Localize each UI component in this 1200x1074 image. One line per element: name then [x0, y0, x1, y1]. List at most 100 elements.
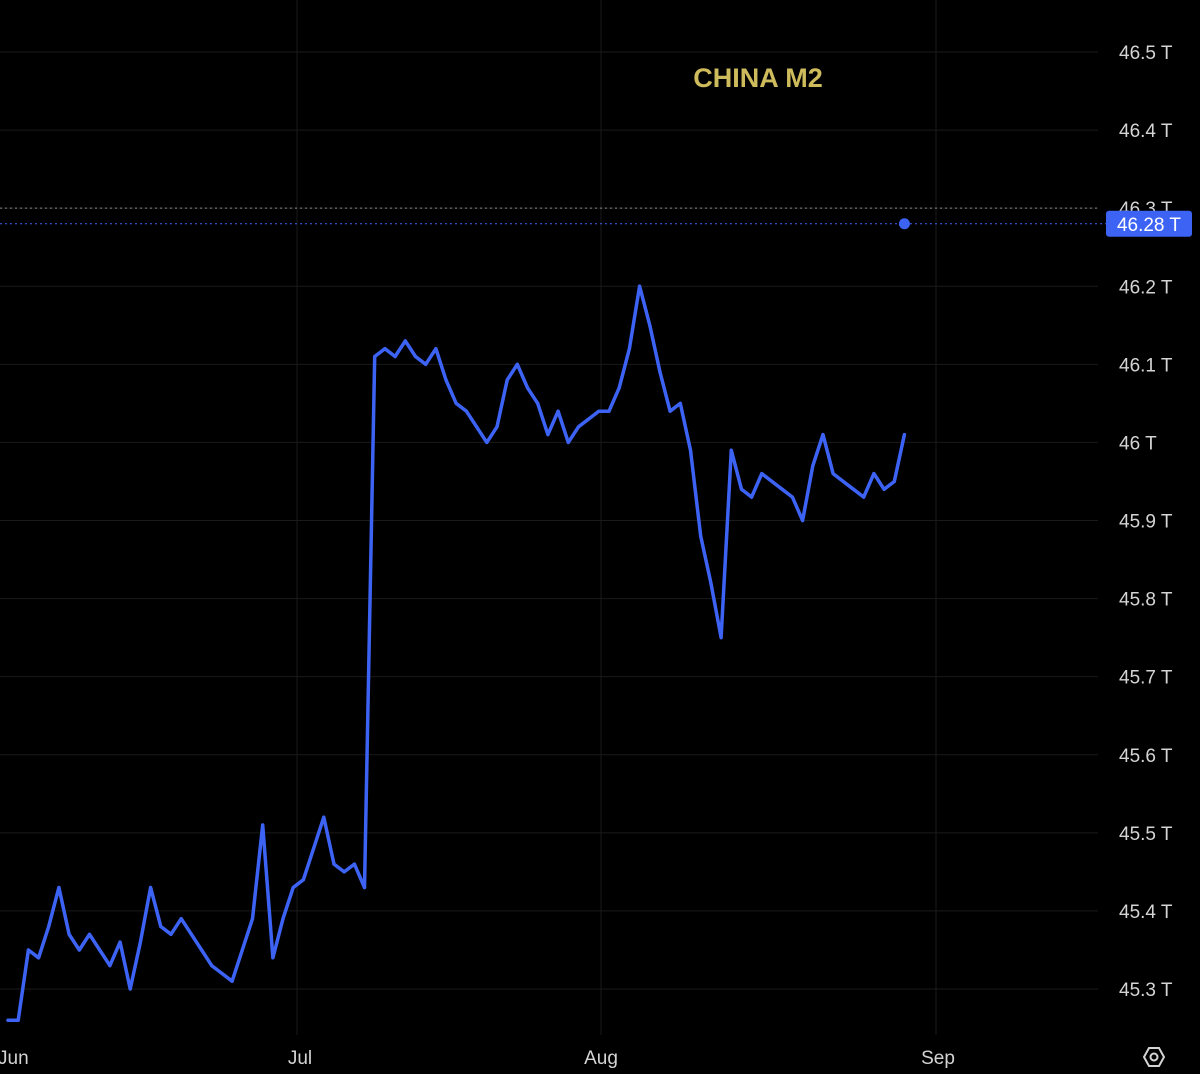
data-point — [750, 495, 754, 499]
data-point — [902, 433, 907, 437]
data-point — [760, 472, 764, 476]
data-point — [332, 862, 336, 866]
data-point — [149, 885, 153, 890]
data-point — [688, 448, 693, 452]
data-point — [179, 917, 183, 921]
y-tick-label: 45.9 T — [1119, 512, 1173, 533]
y-tick-label: 46.5 T — [1119, 43, 1173, 64]
settings-button[interactable] — [1142, 1047, 1166, 1067]
data-point — [220, 971, 224, 975]
data-point — [729, 448, 733, 452]
data-point — [77, 948, 81, 952]
data-point — [67, 932, 71, 936]
data-point — [485, 440, 489, 445]
data-point — [230, 979, 234, 983]
data-point — [882, 487, 886, 491]
data-point — [536, 401, 540, 405]
data-point — [505, 378, 509, 382]
data-point — [851, 487, 856, 491]
data-point — [281, 917, 285, 921]
y-tick-label: 45.4 T — [1119, 902, 1173, 923]
x-tick-label: Sep — [921, 1048, 955, 1069]
y-axis-ticks: 45.3 T 45.4 T 45.5 T 45.6 T 45.7 T 45.8 T 45.9… — [1119, 43, 1173, 1001]
data-point — [872, 472, 876, 476]
series-layer — [6, 218, 910, 1022]
data-point — [780, 487, 784, 491]
data-point — [739, 487, 744, 491]
data-point — [57, 885, 61, 890]
data-point — [841, 479, 845, 484]
data-point — [159, 924, 163, 929]
grid — [0, 0, 1098, 1035]
last-value-marker — [898, 218, 910, 230]
gear-hexagon-icon — [1142, 1047, 1166, 1067]
data-point — [525, 386, 530, 390]
data-point — [515, 362, 519, 366]
data-point — [98, 948, 102, 952]
data-point — [36, 956, 41, 960]
data-point — [271, 956, 275, 960]
last-value-badge: 46.28 T — [1106, 210, 1192, 237]
data-point — [322, 815, 326, 819]
data-point — [373, 354, 377, 359]
x-axis-ticks: Jun Jul Aug Sep — [0, 1048, 955, 1069]
y-tick-label: 45.8 T — [1119, 590, 1173, 611]
data-point — [678, 401, 682, 405]
data-point — [352, 862, 356, 866]
data-point — [566, 440, 570, 445]
data-point — [576, 425, 581, 429]
y-tick-label: 46.4 T — [1119, 121, 1173, 142]
data-point — [6, 1018, 10, 1022]
y-tick-label: 46.2 T — [1119, 277, 1173, 298]
x-tick-label: Jul — [288, 1048, 312, 1069]
data-point — [464, 409, 469, 413]
data-point — [250, 917, 255, 921]
data-point — [128, 987, 132, 991]
series-line — [6, 284, 907, 1022]
data-point — [169, 932, 173, 936]
data-point — [821, 433, 825, 437]
data-point — [546, 433, 550, 437]
y-tick-label: 45.6 T — [1119, 746, 1173, 767]
data-point — [617, 386, 621, 390]
data-point — [108, 963, 112, 968]
data-point — [800, 518, 805, 523]
data-point — [47, 924, 51, 929]
data-point — [342, 870, 346, 874]
data-point — [719, 636, 723, 640]
y-tick-label: 46.1 T — [1119, 355, 1173, 376]
y-tick-label: 45.5 T — [1119, 824, 1173, 845]
data-point — [413, 354, 418, 359]
data-point — [301, 878, 306, 882]
y-tick-label: 45.7 T — [1119, 668, 1173, 689]
data-point — [199, 948, 204, 952]
data-point — [26, 948, 30, 952]
last-value-badge-background — [1106, 210, 1192, 237]
data-point — [699, 534, 703, 538]
data-point — [658, 370, 662, 374]
y-tick-label: 45.3 T — [1119, 980, 1173, 1001]
data-point — [291, 885, 295, 890]
data-point — [393, 354, 397, 359]
data-point — [648, 323, 652, 327]
data-point — [495, 425, 499, 429]
data-point — [189, 932, 193, 936]
data-point — [627, 347, 632, 351]
data-point — [444, 378, 448, 382]
data-point — [587, 417, 591, 421]
data-point — [138, 940, 143, 944]
data-point — [403, 339, 407, 343]
data-point — [607, 409, 611, 413]
data-point — [383, 347, 387, 351]
x-tick-label: Aug — [584, 1048, 618, 1069]
data-point — [770, 479, 774, 484]
data-point — [261, 823, 265, 827]
data-point — [668, 409, 672, 413]
last-value-label: 46.28 T — [1117, 215, 1181, 236]
data-point — [556, 409, 560, 413]
data-point — [312, 846, 316, 851]
data-point — [831, 472, 835, 476]
data-point — [862, 495, 866, 499]
data-point — [454, 401, 458, 405]
